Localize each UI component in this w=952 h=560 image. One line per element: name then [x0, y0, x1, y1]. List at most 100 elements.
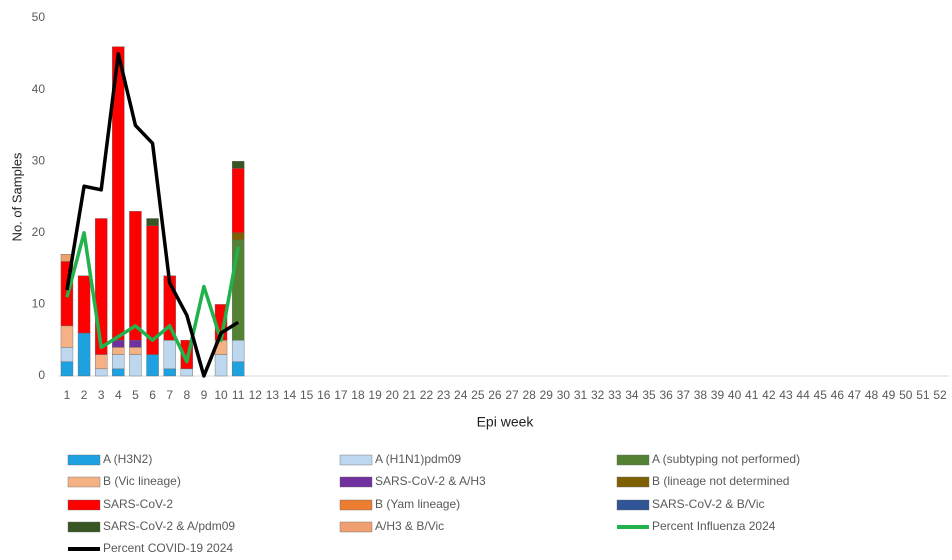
y-tick-label: 40 — [32, 82, 46, 96]
x-tick-label: 19 — [368, 388, 382, 402]
x-tick-label: 6 — [149, 388, 156, 402]
bar-segment — [112, 347, 125, 355]
x-tick-label: 23 — [437, 388, 451, 402]
x-tick-label: 40 — [728, 388, 742, 402]
legend-label: Percent COVID-19 2024 — [103, 541, 233, 555]
x-tick-label: 51 — [916, 388, 930, 402]
x-tick-label: 44 — [796, 388, 810, 402]
bar-segment — [112, 354, 125, 370]
legend-swatch — [616, 476, 650, 488]
x-tick-label: 18 — [351, 388, 365, 402]
line-series — [65, 52, 240, 378]
x-tick-label: 20 — [386, 388, 400, 402]
y-tick-label: 50 — [32, 10, 46, 24]
bar-segment — [77, 332, 91, 377]
legend-label: A (H3N2) — [103, 452, 152, 466]
x-tick-label: 32 — [591, 388, 605, 402]
legend-swatch — [67, 476, 101, 488]
y-tick-label: 0 — [38, 368, 45, 382]
x-tick-label: 43 — [779, 388, 793, 402]
bar-segment — [180, 368, 193, 377]
legend-swatch — [616, 499, 650, 511]
legend-swatch — [67, 454, 101, 466]
legend-label: B (Yam lineage) — [375, 497, 460, 511]
bar-segment — [112, 368, 125, 377]
legend-label: A (H1N1)pdm09 — [375, 452, 461, 466]
y-axis-label: No. of Samples — [9, 152, 24, 241]
bar-segment — [163, 368, 176, 377]
x-tick-label: 16 — [317, 388, 331, 402]
x-tick-label: 27 — [505, 388, 519, 402]
bar-segment — [129, 347, 142, 355]
bar-segment — [60, 347, 74, 362]
x-tick-label: 50 — [899, 388, 913, 402]
bar-segment — [129, 354, 142, 377]
x-tick-label: 41 — [745, 388, 759, 402]
bar-segment — [60, 361, 74, 377]
bar-segment — [231, 340, 245, 362]
legend-label: A/H3 & B/Vic — [375, 519, 444, 533]
x-tick-label: 45 — [814, 388, 828, 402]
x-tick-label: 4 — [115, 388, 122, 402]
x-tick-label: 1 — [64, 388, 71, 402]
bar-segment — [163, 340, 176, 370]
x-tick-label: 21 — [403, 388, 417, 402]
legend-label: SARS-CoV-2 & B/Vic — [652, 497, 765, 511]
x-tick-label: 12 — [249, 388, 263, 402]
x-tick-label: 8 — [183, 388, 190, 402]
legend-swatch — [67, 521, 101, 533]
legend-label: B (lineage not determined — [652, 474, 789, 488]
x-tick-label: 14 — [283, 388, 297, 402]
x-tick-label: 31 — [574, 388, 588, 402]
bar-segment — [112, 46, 125, 341]
x-tick-label: 37 — [677, 388, 691, 402]
x-tick-label: 29 — [540, 388, 554, 402]
x-tick-label: 7 — [166, 388, 173, 402]
bar-segment — [129, 340, 142, 348]
x-tick-label: 52 — [933, 388, 947, 402]
bar-segment — [146, 218, 159, 226]
x-tick-label: 34 — [625, 388, 639, 402]
legend-label: Percent Influenza 2024 — [652, 519, 776, 533]
x-tick-label: 46 — [831, 388, 845, 402]
bar-segment — [231, 232, 245, 241]
legend-swatch — [67, 499, 101, 511]
line-series — [65, 231, 240, 364]
x-tick-label: 49 — [882, 388, 896, 402]
legend-swatch — [339, 476, 373, 488]
x-tick-label: 42 — [762, 388, 776, 402]
bar-segment — [94, 368, 108, 377]
legend-label: SARS-CoV-2 & A/pdm09 — [103, 519, 235, 533]
x-tick-label: 10 — [214, 388, 228, 402]
x-tick-label: 47 — [848, 388, 862, 402]
bar-segment — [231, 361, 245, 377]
x-tick-label: 35 — [642, 388, 656, 402]
bar-segment — [231, 160, 245, 169]
bar-segment — [146, 354, 159, 377]
x-tick-label: 30 — [557, 388, 571, 402]
legend-label: SARS-CoV-2 — [103, 497, 173, 511]
bar-segment — [231, 168, 245, 234]
y-tick-label: 30 — [32, 153, 46, 167]
legend-swatch — [616, 454, 650, 466]
legend-label: A (subtyping not performed) — [652, 452, 800, 466]
x-tick-label: 36 — [659, 388, 673, 402]
legend-label: SARS-CoV-2 & A/H3 — [375, 474, 486, 488]
bar-segment — [214, 354, 228, 377]
x-tick-label: 11 — [232, 388, 245, 402]
x-tick-label: 48 — [865, 388, 879, 402]
x-tick-label: 26 — [488, 388, 502, 402]
legend-label: B (Vic lineage) — [103, 474, 181, 488]
x-tick-label: 28 — [522, 388, 536, 402]
bar-segment — [94, 218, 108, 355]
x-tick-label: 5 — [132, 388, 139, 402]
x-tick-label: 3 — [98, 388, 105, 402]
x-tick-label: 24 — [454, 388, 468, 402]
x-tick-label: 33 — [608, 388, 622, 402]
x-tick-label: 38 — [694, 388, 708, 402]
x-tick-label: 39 — [711, 388, 725, 402]
legend-swatch — [339, 499, 373, 511]
bar-segment — [60, 325, 74, 348]
bar-segment — [94, 354, 108, 370]
